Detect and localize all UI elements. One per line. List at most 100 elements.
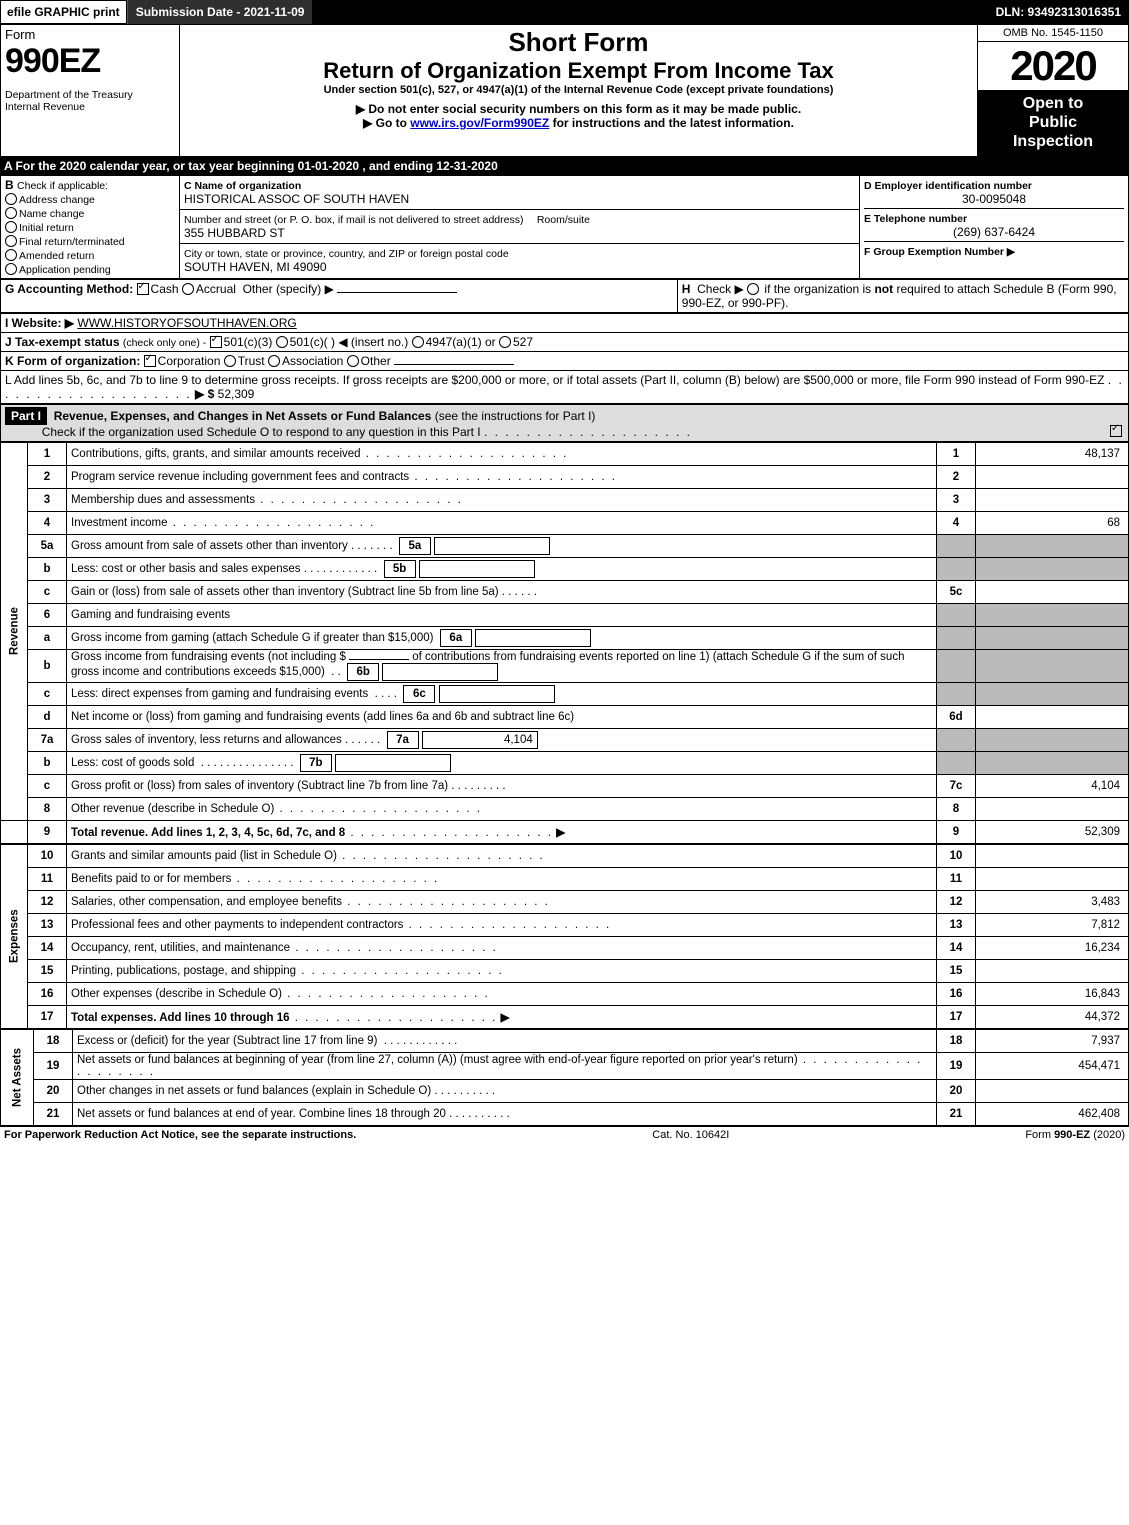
line-6d-num: d bbox=[28, 705, 67, 728]
line-21-ref: 21 bbox=[937, 1102, 976, 1125]
line-6c-ref-grey bbox=[937, 682, 976, 705]
application-pending-checkbox[interactable] bbox=[5, 263, 17, 275]
paperwork-notice: For Paperwork Reduction Act Notice, see … bbox=[4, 1129, 356, 1141]
goto-link[interactable]: www.irs.gov/Form990EZ bbox=[410, 116, 549, 130]
website-value[interactable]: WWW.HISTORYOFSOUTHHAVEN.ORG bbox=[77, 316, 296, 330]
city-state-zip: SOUTH HAVEN, MI 49090 bbox=[184, 260, 327, 274]
corporation-checkbox[interactable] bbox=[144, 355, 156, 367]
line-l-value: 52,309 bbox=[218, 387, 255, 401]
name-change-label: Name change bbox=[19, 208, 84, 220]
dept-treasury: Department of the Treasury bbox=[5, 89, 175, 101]
form-word: Form bbox=[5, 27, 175, 42]
line-8-ref: 8 bbox=[937, 797, 976, 820]
tax-exempt-status-label: J Tax-exempt status bbox=[5, 335, 120, 349]
omb-number: OMB No. 1545-1150 bbox=[978, 25, 1128, 42]
line-20-desc: Other changes in net assets or fund bala… bbox=[77, 1085, 431, 1097]
final-return-checkbox[interactable] bbox=[5, 235, 17, 247]
line-14-desc: Occupancy, rent, utilities, and maintena… bbox=[71, 942, 290, 954]
line-6-ref-grey bbox=[937, 603, 976, 626]
schedule-o-checkbox[interactable] bbox=[1110, 425, 1122, 437]
line-6b-desc1: Gross income from fundraising events (no… bbox=[71, 651, 346, 663]
line-17-val: 44,372 bbox=[976, 1005, 1129, 1028]
part1-header: Part I Revenue, Expenses, and Changes in… bbox=[0, 404, 1129, 442]
entity-info-table: B Check if applicable: Address change Na… bbox=[0, 175, 1129, 279]
address-change-label: Address change bbox=[19, 194, 95, 206]
line-11-desc: Benefits paid to or for members bbox=[71, 873, 231, 885]
line-8-val bbox=[976, 797, 1129, 820]
telephone-label: E Telephone number bbox=[864, 213, 967, 225]
line-3-num: 3 bbox=[28, 488, 67, 511]
line-5a-subval bbox=[434, 537, 550, 555]
line-6c-sub: 6c bbox=[403, 685, 435, 703]
line-4-val: 68 bbox=[976, 511, 1129, 534]
part1-title: Revenue, Expenses, and Changes in Net As… bbox=[54, 409, 432, 423]
amended-return-checkbox[interactable] bbox=[5, 249, 17, 261]
line-14-val: 16,234 bbox=[976, 936, 1129, 959]
cash-checkbox[interactable] bbox=[137, 283, 149, 295]
schedule-b-not-required-checkbox[interactable] bbox=[747, 283, 759, 295]
line-5b-ref-grey bbox=[937, 557, 976, 580]
line-6d-desc: Net income or (loss) from gaming and fun… bbox=[71, 711, 574, 723]
line-21-val: 462,408 bbox=[976, 1102, 1129, 1125]
trust-checkbox[interactable] bbox=[224, 355, 236, 367]
short-form-title: Short Form bbox=[184, 27, 973, 58]
line-7a-sub: 7a bbox=[387, 731, 419, 749]
revenue-table: Revenue 1 Contributions, gifts, grants, … bbox=[0, 442, 1129, 844]
line-17-num: 17 bbox=[28, 1005, 67, 1028]
submission-date-label: Submission Date - 2021-11-09 bbox=[127, 0, 313, 24]
line-9-desc: Total revenue. Add lines 1, 2, 3, 4, 5c,… bbox=[71, 827, 345, 839]
line-6-val-grey bbox=[976, 603, 1129, 626]
section-a-period: A For the 2020 calendar year, or tax yea… bbox=[0, 157, 1129, 175]
line-20-ref: 20 bbox=[937, 1079, 976, 1102]
line-6a-num: a bbox=[28, 626, 67, 649]
line-18-desc: Excess or (deficit) for the year (Subtra… bbox=[77, 1035, 377, 1047]
expenses-table: Expenses 10 Grants and similar amounts p… bbox=[0, 844, 1129, 1029]
return-title: Return of Organization Exempt From Incom… bbox=[184, 58, 973, 84]
line-8-desc: Other revenue (describe in Schedule O) bbox=[71, 803, 274, 815]
line-19-num: 19 bbox=[34, 1052, 73, 1079]
line-5b-num: b bbox=[28, 557, 67, 580]
501c3-checkbox[interactable] bbox=[210, 336, 222, 348]
line-3-val bbox=[976, 488, 1129, 511]
initial-return-label: Initial return bbox=[19, 222, 74, 234]
line-16-num: 16 bbox=[28, 982, 67, 1005]
footer-form-prefix: Form bbox=[1025, 1129, 1054, 1141]
line-16-desc: Other expenses (describe in Schedule O) bbox=[71, 988, 282, 1000]
city-state-zip-label: City or town, state or province, country… bbox=[184, 248, 509, 260]
line-h-label: H bbox=[682, 282, 691, 296]
ein-label: D Employer identification number bbox=[864, 180, 1032, 192]
501c-checkbox[interactable] bbox=[276, 336, 288, 348]
association-checkbox[interactable] bbox=[268, 355, 280, 367]
line-16-val: 16,843 bbox=[976, 982, 1129, 1005]
line-13-val: 7,812 bbox=[976, 913, 1129, 936]
line-6b-subval bbox=[382, 663, 498, 681]
open-public-inspection: Open to Public Inspection bbox=[978, 90, 1128, 156]
line-l-arrow: ▶ $ bbox=[195, 387, 214, 401]
line-6-desc: Gaming and fundraising events bbox=[67, 603, 937, 626]
line-3-ref: 3 bbox=[937, 488, 976, 511]
no-ssn-warning: ▶ Do not enter social security numbers o… bbox=[184, 102, 973, 116]
line-6c-val-grey bbox=[976, 682, 1129, 705]
line-19-desc: Net assets or fund balances at beginning… bbox=[77, 1054, 798, 1066]
accrual-label: Accrual bbox=[196, 282, 236, 296]
line-5c-desc: Gain or (loss) from sale of assets other… bbox=[71, 586, 499, 598]
initial-return-checkbox[interactable] bbox=[5, 221, 17, 233]
line-11-num: 11 bbox=[28, 867, 67, 890]
dln-label: DLN: 93492313016351 bbox=[996, 5, 1129, 19]
line-6c-subval bbox=[439, 685, 555, 703]
line-11-val bbox=[976, 867, 1129, 890]
line-7a-desc: Gross sales of inventory, less returns a… bbox=[71, 734, 342, 746]
accrual-checkbox[interactable] bbox=[182, 283, 194, 295]
check-only-one: (check only one) - bbox=[123, 337, 206, 349]
efile-print-label[interactable]: efile GRAPHIC print bbox=[0, 0, 127, 24]
address-change-checkbox[interactable] bbox=[5, 193, 17, 205]
line-2-num: 2 bbox=[28, 465, 67, 488]
527-checkbox[interactable] bbox=[499, 336, 511, 348]
form-number: 990EZ bbox=[5, 42, 175, 81]
4947a1-checkbox[interactable] bbox=[412, 336, 424, 348]
other-org-checkbox[interactable] bbox=[347, 355, 359, 367]
net-assets-section-label: Net Assets bbox=[1, 1029, 34, 1125]
name-change-checkbox[interactable] bbox=[5, 207, 17, 219]
line-12-desc: Salaries, other compensation, and employ… bbox=[71, 896, 342, 908]
line-5b-desc: Less: cost or other basis and sales expe… bbox=[71, 563, 301, 575]
